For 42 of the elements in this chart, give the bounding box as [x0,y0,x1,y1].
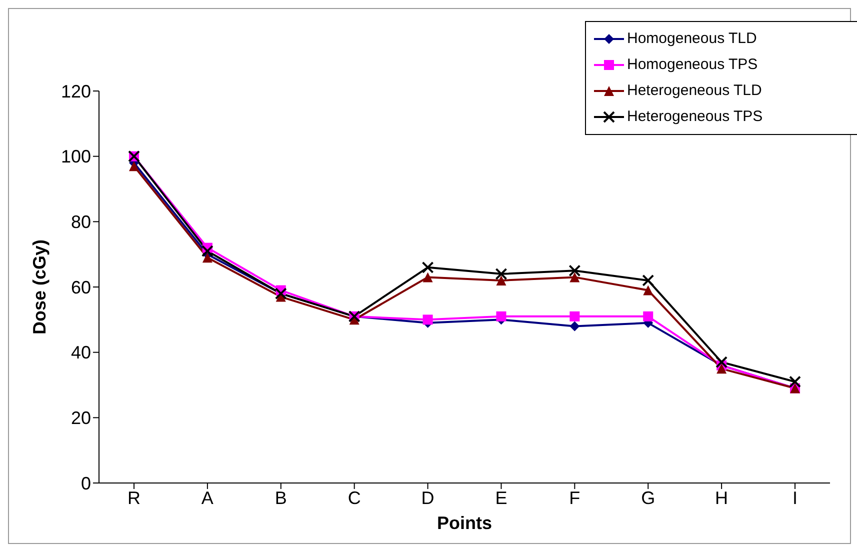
point [129,161,139,172]
point [716,364,727,374]
y-tick-label: 120 [60,81,91,102]
point [570,272,580,282]
point [568,264,581,277]
x-tick-label: G [641,488,656,508]
y-tick-label: 40 [70,342,91,363]
y-tick-label: 80 [70,212,91,232]
point [570,311,580,322]
point [643,285,654,296]
point [202,252,212,263]
point [422,272,433,282]
point [495,268,508,280]
point [570,321,580,332]
x-tick-label: I [792,488,798,508]
x-axis-title: Points [436,513,492,533]
x-tick-label: R [128,488,140,508]
y-axis-title: Dose (cGy) [29,239,50,335]
y-tick-label: 60 [70,277,91,298]
x-tick-label: A [201,488,214,508]
legend-label: Homogeneous TLD [627,29,757,49]
legend-label: Heterogeneous TPS [627,107,763,127]
point [496,311,506,322]
point [642,274,654,286]
point [201,245,214,258]
legend-label: Heterogeneous TLD [627,81,762,101]
x-tick-label: H [715,488,728,508]
point [789,376,801,388]
x-tick-label: D [421,488,434,508]
legend-label: Homogeneous TPS [627,55,758,75]
point [422,261,434,274]
y-tick-label: 20 [70,408,91,428]
point [496,275,506,286]
point [422,314,433,325]
point [716,356,728,368]
x-tick-label: C [348,488,361,508]
point [643,311,654,322]
y-tick-label: 0 [80,473,91,494]
y-tick-label: 100 [60,146,91,167]
x-tick-label: F [569,488,580,508]
x-tick-label: B [274,488,287,508]
x-tick-label: E [495,488,508,508]
